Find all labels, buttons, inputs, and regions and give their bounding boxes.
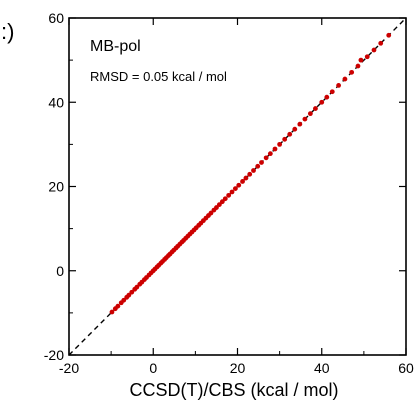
data-point	[378, 40, 384, 46]
y-tick-label: 40	[48, 94, 64, 110]
data-point	[216, 202, 222, 208]
data-point	[219, 199, 225, 205]
y-axis-ticks: -20 0 20 40 60	[44, 10, 406, 363]
data-point	[336, 83, 341, 88]
x-tick-label: 60	[398, 360, 414, 376]
data-point	[371, 47, 377, 53]
data-point	[129, 289, 135, 295]
data-point	[355, 63, 361, 69]
data-point	[121, 297, 127, 303]
data-point	[292, 126, 298, 132]
data-point	[313, 106, 318, 111]
rmsd-annotation: RMSD = 0.05 kcal / mol	[90, 69, 227, 84]
y-tick-label: 60	[48, 10, 64, 26]
data-point	[251, 168, 256, 173]
data-point	[297, 121, 303, 127]
data-point	[243, 175, 249, 181]
data-point	[115, 303, 121, 309]
y-tick-label: 0	[56, 263, 64, 279]
x-tick-label: 0	[149, 360, 157, 376]
data-point	[324, 94, 330, 100]
data-point	[267, 151, 273, 157]
data-point	[255, 163, 261, 169]
data-point	[349, 69, 355, 75]
data-point	[277, 141, 283, 147]
data-point	[263, 155, 269, 161]
data-point	[134, 284, 140, 290]
data-point	[232, 186, 238, 192]
y-tick-label: 20	[48, 179, 64, 195]
y-tick-label: -20	[44, 347, 64, 363]
x-tick-label: -20	[59, 360, 79, 376]
data-point	[222, 196, 228, 202]
data-point	[358, 57, 364, 63]
x-tick-label: 40	[314, 360, 330, 376]
data-point	[342, 76, 348, 82]
data-point	[307, 111, 313, 117]
data-point	[302, 116, 308, 122]
data-point	[229, 189, 235, 195]
data-point	[282, 136, 288, 142]
x-tick-label: 20	[230, 360, 246, 376]
data-point	[259, 160, 264, 165]
data-point	[126, 292, 132, 298]
panel-label: :)	[1, 19, 14, 44]
data-point	[236, 182, 242, 188]
model-label: MB-pol	[90, 38, 141, 55]
data-point	[109, 309, 115, 315]
x-axis-ticks: -20 0 20 40 60	[59, 18, 414, 376]
data-point	[287, 131, 293, 137]
data-point	[319, 99, 325, 105]
x-axis-title: CCSD(T)/CBS (kcal / mol)	[129, 380, 338, 400]
data-point	[272, 146, 278, 152]
data-point	[226, 192, 232, 198]
data-point	[386, 32, 392, 38]
data-point	[214, 205, 219, 210]
data-point	[247, 171, 253, 177]
data-point	[240, 179, 245, 184]
data-point	[329, 89, 335, 95]
data-point	[364, 54, 370, 60]
data-point	[208, 210, 214, 216]
